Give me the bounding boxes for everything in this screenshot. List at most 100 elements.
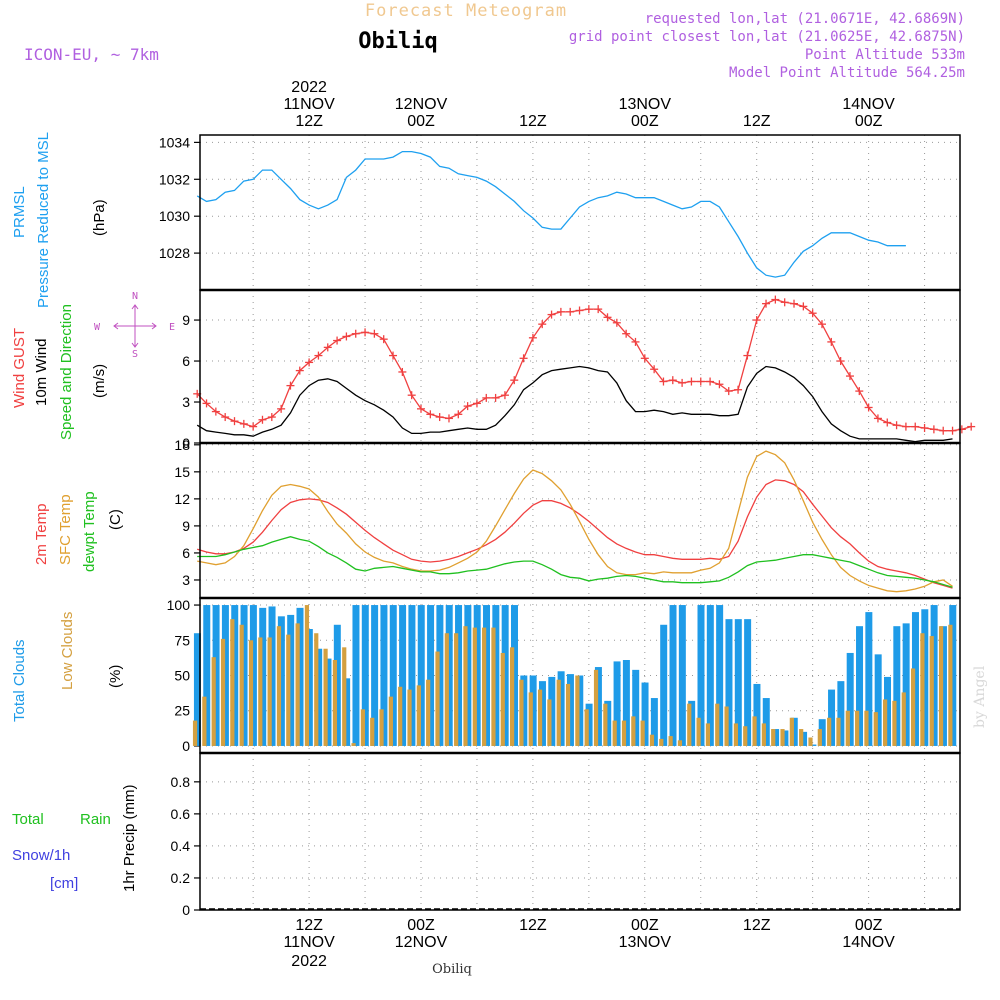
wind-10m-label: 10m Wind	[33, 338, 50, 406]
y-tick-label: 1030	[159, 208, 190, 224]
low-cloud-bar	[780, 729, 785, 746]
y-tick-label: 0.4	[171, 838, 191, 854]
gust-marker	[407, 391, 416, 400]
gust-marker	[892, 421, 901, 430]
total-cloud-bar	[697, 605, 705, 746]
total-cloud-bar	[893, 626, 901, 746]
gust-marker	[305, 358, 314, 367]
total-cloud-bar	[874, 654, 882, 746]
low-cloud-bar	[827, 717, 832, 746]
clouds-unit: (%)	[107, 665, 124, 688]
gust-marker	[612, 318, 621, 327]
grid-point-coords: grid point closest lon,lat (21.0625E, 42…	[569, 29, 965, 45]
low-cloud-bar	[948, 624, 953, 746]
total-cloud-bar	[566, 674, 574, 746]
low-cloud-bar	[705, 723, 711, 746]
low-cloud-bar	[220, 638, 226, 746]
series-line-dewpt-temp	[197, 536, 953, 588]
low-cloud-bar	[883, 699, 888, 746]
top-time-label: 12Z	[743, 113, 771, 130]
low-cloud-bar	[472, 627, 477, 746]
y-tick-label: 1032	[159, 171, 190, 187]
gust-marker	[538, 320, 547, 329]
total-cloud-bar	[417, 605, 425, 746]
top-time-label: 13NOV	[619, 96, 672, 113]
total-cloud-bar	[706, 605, 714, 746]
series-line-sfc-temp	[197, 450, 953, 593]
series-line-prmsl	[196, 150, 906, 278]
bottom-time-label: 12Z	[519, 917, 547, 934]
gust-marker	[491, 393, 500, 402]
total-cloud-bar	[464, 605, 472, 746]
total-cloud-bar	[781, 730, 789, 746]
gust-marker	[911, 422, 920, 431]
panel-frame	[199, 134, 961, 291]
gust-marker	[790, 299, 799, 308]
gust-marker	[482, 393, 491, 402]
panel-3: 0 25 50 75 100	[167, 597, 961, 754]
low-cloud-bar	[565, 683, 571, 746]
low-cloud-bar	[342, 647, 347, 746]
low-cloud-bar	[407, 689, 412, 746]
total-cloud-bar	[837, 681, 845, 746]
low-cloud-bar	[230, 619, 235, 746]
total-cloud-bar	[949, 605, 957, 746]
total-cloud-bar	[268, 606, 276, 746]
total-cloud-bar	[818, 719, 826, 746]
y-tick-label: 1034	[159, 134, 190, 150]
gust-marker	[510, 376, 519, 385]
total-cloud-bar	[436, 605, 444, 746]
wind-unit: (m/s)	[91, 364, 108, 398]
gust-marker	[780, 298, 789, 307]
total-cloud-bar	[277, 616, 285, 746]
low-cloud-bar	[920, 633, 925, 746]
low-cloud-bar	[864, 710, 869, 746]
gust-marker	[762, 299, 771, 308]
gust-marker	[444, 414, 453, 423]
total-cloud-bar	[212, 605, 220, 746]
total-cloud-bar	[221, 605, 229, 746]
top-time-label: 00Z	[631, 113, 659, 130]
low-cloud-bar	[733, 723, 738, 746]
total-cloud-bar	[445, 605, 453, 746]
gust-marker	[519, 354, 528, 363]
total-cloud-bar	[510, 605, 518, 746]
compass-e: E	[169, 322, 175, 333]
total-cloud-bar	[762, 698, 770, 746]
low-cloud-bar	[845, 710, 850, 746]
low-cloud-bar	[789, 717, 794, 746]
gust-marker	[901, 422, 910, 431]
total-cloud-bar	[455, 605, 463, 746]
total-cloud-bar	[548, 676, 556, 746]
low-cloud-bar	[808, 737, 813, 746]
gust-marker	[258, 415, 267, 424]
gust-marker	[221, 413, 230, 422]
total-cloud-bar	[352, 605, 360, 746]
forecast-title: Forecast Meteogram	[365, 1, 567, 21]
compass-s: S	[132, 349, 138, 360]
y-tick-label: 75	[174, 632, 190, 648]
y-tick-label: 6	[182, 353, 190, 369]
low-cloud-bar	[715, 703, 720, 746]
total-cloud-bar	[343, 678, 351, 746]
low-cloud-bar	[910, 668, 916, 746]
compass-w: W	[94, 322, 101, 333]
y-tick-label: 0.6	[171, 806, 191, 822]
gust-marker	[864, 403, 873, 412]
total-cloud-bar	[231, 605, 239, 746]
temp-sfc-label: SFC Temp	[57, 494, 74, 565]
low-cloud-bar	[211, 657, 216, 746]
location-title: Obiliq	[358, 29, 437, 54]
y-tick-label: 0.2	[171, 870, 191, 886]
gust-marker	[640, 354, 649, 363]
y-tick-label: 18	[174, 437, 190, 453]
gust-marker	[817, 320, 826, 329]
total-cloud-bar	[427, 605, 435, 746]
gust-marker	[295, 366, 304, 375]
low-cloud-bar	[379, 709, 384, 746]
low-cloud-bar	[612, 720, 617, 746]
precip-total-label: Total	[12, 811, 44, 828]
total-cloud-bar	[939, 626, 947, 746]
low-cloud-bar	[519, 679, 524, 746]
total-cloud-bar	[399, 605, 407, 746]
